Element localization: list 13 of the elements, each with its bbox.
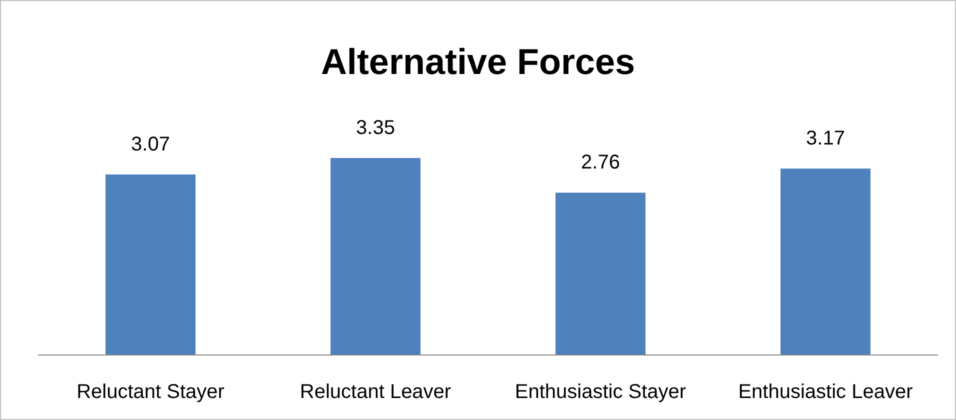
bar — [330, 158, 420, 355]
x-tick-label: Reluctant Leaver — [300, 381, 452, 403]
bar — [106, 174, 196, 355]
chart-title: Alternative Forces — [320, 41, 636, 82]
data-label: 3.07 — [131, 133, 170, 156]
x-tick-label: Enthusiastic Leaver — [738, 381, 914, 403]
bar — [780, 168, 870, 355]
data-label: 2.76 — [581, 152, 620, 174]
data-label: 3.35 — [356, 117, 395, 139]
bar — [556, 192, 646, 355]
data-label: 3.17 — [806, 128, 845, 150]
x-tick-label: Reluctant Stayer — [76, 381, 225, 403]
x-tick-label: Enthusiastic Stayer — [514, 381, 686, 403]
